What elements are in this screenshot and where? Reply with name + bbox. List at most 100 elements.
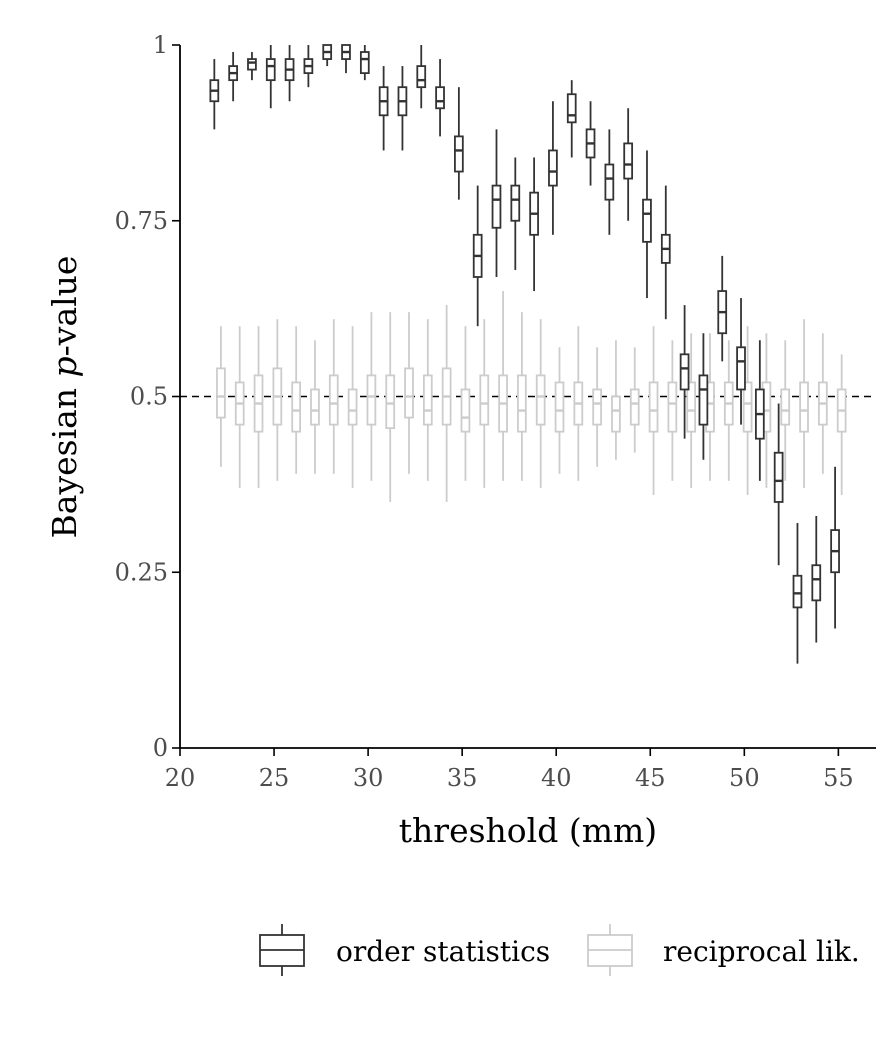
box-1-32 (404, 312, 414, 474)
box-iqr (404, 367, 414, 419)
box-1-22 (216, 326, 226, 467)
box-0-35 (454, 87, 464, 200)
legend-key-order-statistics (259, 924, 305, 976)
box-1-44 (629, 347, 640, 453)
x-tick-label: 30 (353, 764, 384, 792)
x-tick-label: 40 (541, 764, 572, 792)
box-iqr (667, 381, 678, 433)
box-iqr (642, 198, 652, 243)
box-1-33 (422, 319, 433, 481)
box-0-23 (228, 52, 238, 102)
x-tick-label: 35 (447, 764, 478, 792)
box-1-47 (686, 333, 697, 488)
x-ticks: 20 25 30 35 40 45 50 55 (165, 748, 854, 792)
box-1-40 (554, 347, 565, 474)
box-0-38 (510, 157, 521, 270)
box-iqr (742, 381, 753, 433)
box-0-29 (341, 44, 351, 74)
box-iqr (416, 65, 427, 89)
box-1-31 (385, 312, 396, 502)
box-0-47 (679, 305, 690, 439)
box-layer (209, 44, 847, 664)
box-iqr (780, 388, 791, 426)
y-axis-title-prefix: Bayesian (45, 377, 84, 538)
box-iqr (548, 149, 558, 187)
x-tick-label: 45 (635, 764, 666, 792)
box-0-49 (717, 255, 728, 362)
legend-label-reciprocal-lik: reciprocal lik. (663, 935, 860, 968)
box-iqr (773, 451, 784, 503)
box-1-23 (234, 326, 245, 488)
box-1-37 (498, 291, 508, 481)
box-iqr (792, 574, 803, 609)
box-1-28 (328, 319, 339, 474)
box-iqr (629, 388, 640, 426)
series-1 (216, 291, 847, 502)
box-0-39 (529, 157, 539, 292)
box-iqr (479, 374, 490, 426)
y-tick-label: 0 (153, 734, 168, 762)
box-iqr (566, 93, 577, 124)
box-1-38 (517, 312, 527, 481)
box-iqr (247, 58, 257, 71)
box-iqr (366, 374, 377, 426)
x-tick-label: 20 (165, 764, 196, 792)
box-iqr (216, 367, 226, 419)
box-iqr (535, 374, 546, 426)
box-1-35 (460, 326, 471, 481)
series-0 (209, 44, 840, 664)
box-1-45 (648, 326, 659, 495)
box-1-24 (253, 326, 264, 488)
box-iqr (491, 184, 502, 229)
box-iqr (686, 381, 697, 433)
box-iqr (736, 346, 746, 391)
box-0-55 (830, 466, 840, 629)
box-0-24 (247, 52, 257, 81)
box-0-36 (472, 185, 483, 327)
y-tick-label: 0.5 (130, 383, 168, 411)
box-1-30 (366, 312, 377, 481)
box-1-43 (611, 340, 621, 460)
x-tick-label: 55 (823, 764, 854, 792)
box-0-37 (491, 129, 502, 277)
box-1-27 (310, 340, 320, 474)
box-1-50 (742, 326, 753, 495)
box-0-31 (378, 66, 389, 151)
box-iqr (291, 381, 302, 433)
box-0-41 (566, 80, 577, 158)
box-0-40 (548, 101, 558, 235)
box-1-26 (291, 326, 302, 474)
box-iqr (517, 374, 527, 433)
box-0-34 (435, 59, 445, 137)
box-1-52 (780, 340, 791, 481)
box-1-36 (479, 319, 490, 488)
box-1-39 (535, 319, 546, 488)
box-1-41 (573, 326, 584, 481)
box-1-29 (347, 326, 358, 488)
box-0-25 (265, 45, 276, 109)
y-axis-title-p: p (45, 356, 84, 377)
box-1-49 (723, 340, 734, 481)
box-0-30 (359, 45, 370, 81)
box-0-26 (284, 45, 295, 102)
box-0-28 (322, 44, 333, 67)
box-0-22 (209, 59, 220, 130)
y-tick-label: 0.75 (115, 207, 168, 235)
y-tick-label: 0.25 (115, 558, 168, 586)
box-iqr (460, 388, 471, 433)
x-tick-label: 50 (729, 764, 760, 792)
box-0-51 (754, 340, 765, 481)
box-1-42 (592, 347, 602, 467)
box-iqr (435, 86, 445, 110)
box-0-44 (623, 108, 634, 221)
box-0-33 (416, 45, 427, 109)
box-iqr (310, 388, 320, 426)
box-0-43 (604, 129, 615, 235)
box-0-45 (642, 150, 652, 299)
box-iqr (604, 163, 615, 201)
box-iqr (347, 388, 358, 426)
box-iqr (799, 381, 809, 433)
box-iqr (554, 381, 565, 433)
box-1-34 (441, 305, 452, 502)
